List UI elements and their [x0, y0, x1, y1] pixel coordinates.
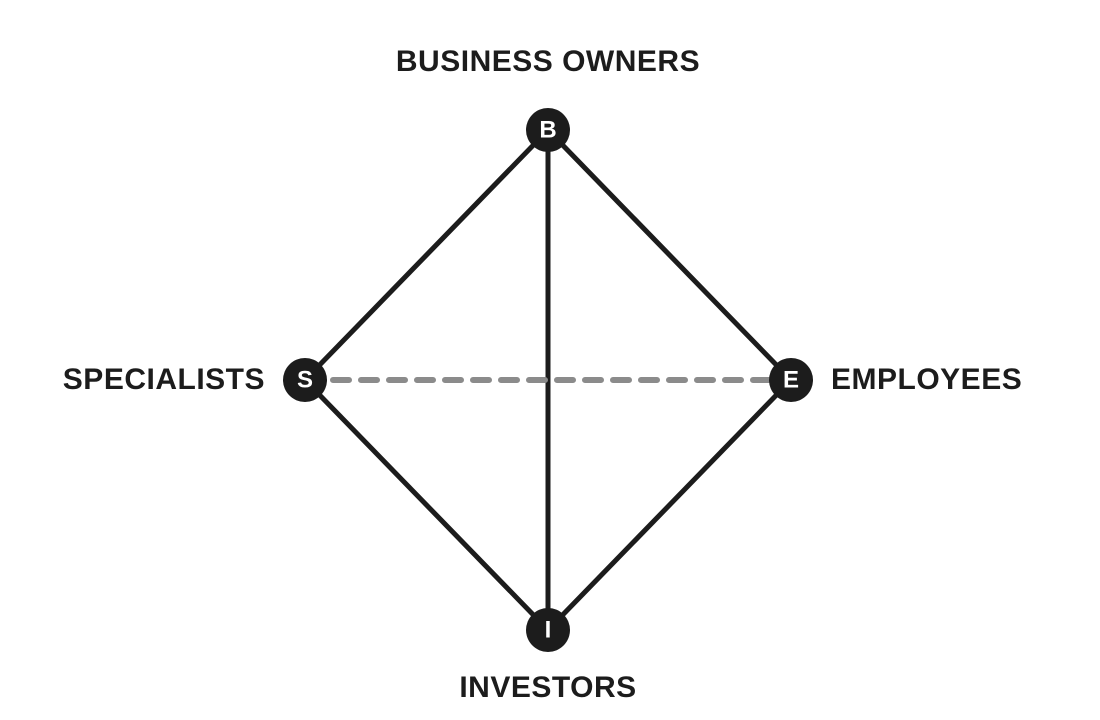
- node-E: E: [769, 358, 813, 402]
- edge-S-I: [305, 380, 548, 630]
- node-letter-I: I: [545, 617, 552, 644]
- node-label-B: BUSINESS OWNERS: [396, 45, 700, 79]
- edge-B-E: [548, 130, 791, 380]
- node-label-S: SPECIALISTS: [63, 363, 265, 397]
- node-I: I: [526, 608, 570, 652]
- node-label-I: INVESTORS: [459, 671, 636, 705]
- node-letter-E: E: [783, 367, 799, 394]
- node-letter-S: S: [297, 367, 313, 394]
- edge-E-I: [548, 380, 791, 630]
- node-letter-B: B: [539, 117, 556, 144]
- network-diagram: B S E I BUSINESS OWNERS SPECIALISTS EMPLOYEES I…: [0, 0, 1100, 720]
- edge-B-S: [305, 130, 548, 380]
- node-B: B: [526, 108, 570, 152]
- diagram-svg: B S E I: [0, 0, 1100, 720]
- node-label-E: EMPLOYEES: [831, 363, 1022, 397]
- node-S: S: [283, 358, 327, 402]
